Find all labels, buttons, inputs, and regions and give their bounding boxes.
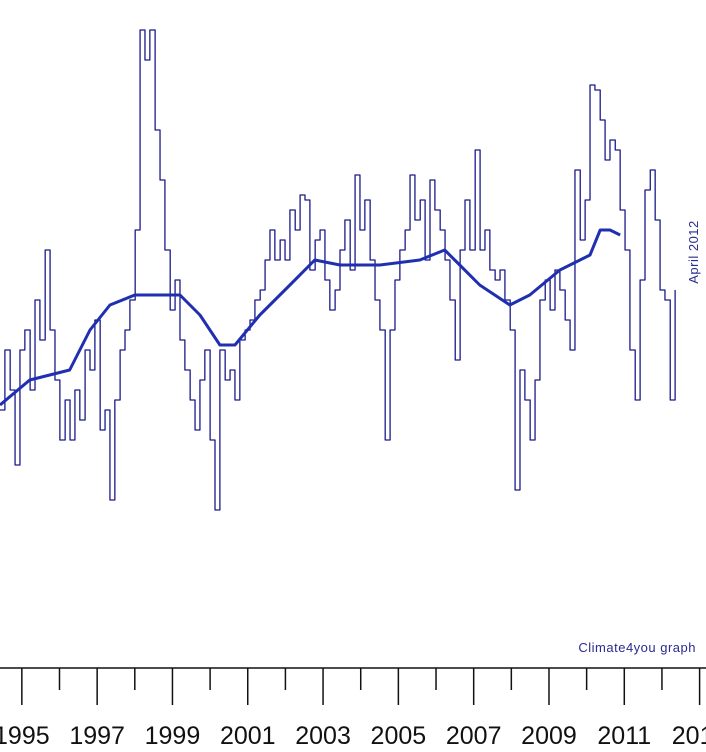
x-tick-label: 2011 <box>597 722 651 750</box>
x-tick-label: 1997 <box>69 722 125 750</box>
x-tick-label: 2009 <box>521 722 577 750</box>
x-tick-label: 1995 <box>0 722 50 750</box>
running-mean-line <box>0 228 621 407</box>
x-tick-label: 1999 <box>145 722 201 750</box>
credit-annotation: Climate4you graph <box>578 640 696 655</box>
x-tick-label: 2001 <box>220 722 276 750</box>
x-tick-label: 2005 <box>371 722 427 750</box>
x-tick-label: 2013 <box>672 722 706 750</box>
x-tick-label: 2007 <box>446 722 502 750</box>
monthly-line <box>0 29 676 511</box>
date-annotation: April 2012 <box>686 220 701 284</box>
x-tick-label: 2003 <box>295 722 351 750</box>
